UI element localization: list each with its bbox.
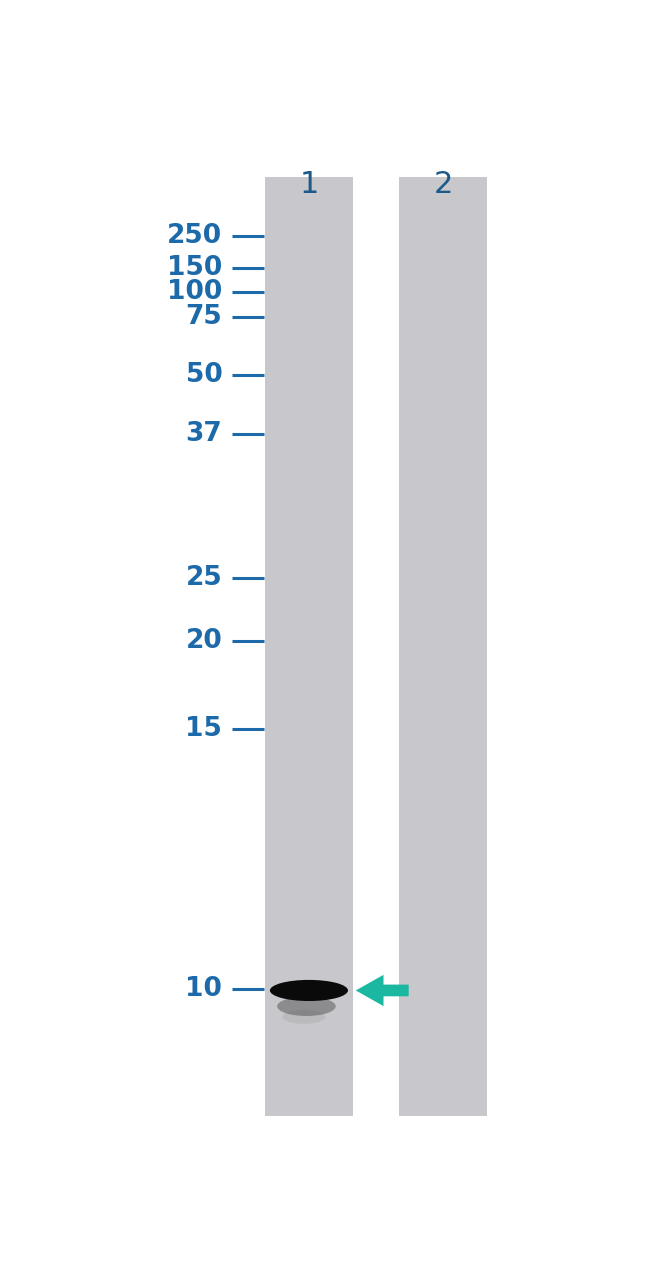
FancyArrow shape	[356, 975, 409, 1006]
Text: 250: 250	[167, 222, 222, 249]
Text: 10: 10	[185, 975, 222, 1002]
Text: 75: 75	[185, 304, 222, 330]
Text: 1: 1	[299, 170, 318, 199]
Text: 37: 37	[185, 422, 222, 447]
Bar	[265, 177, 354, 1115]
Bar	[398, 177, 487, 1115]
Ellipse shape	[277, 997, 335, 1016]
Ellipse shape	[283, 1010, 326, 1024]
Ellipse shape	[270, 980, 348, 1001]
Text: 2: 2	[434, 170, 452, 199]
Text: 150: 150	[167, 255, 222, 281]
Text: 100: 100	[167, 279, 222, 305]
Text: 50: 50	[185, 362, 222, 389]
Text: 15: 15	[185, 716, 222, 743]
Text: 20: 20	[185, 629, 222, 654]
Text: 25: 25	[185, 565, 222, 591]
